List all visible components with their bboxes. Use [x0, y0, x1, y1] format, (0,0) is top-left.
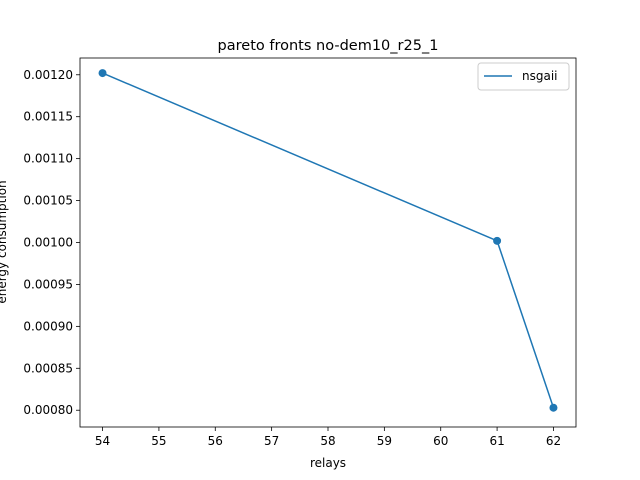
- y-tick-label: 0.00090: [23, 319, 73, 333]
- y-axis-ticks: 0.00080 0.00085 0.00090 0.00095 0.00100 0.001…: [23, 68, 80, 417]
- y-tick-label: 0.00080: [23, 403, 73, 417]
- x-axis-ticks: 54 55 56 57 58 59 60 61 62: [95, 427, 561, 448]
- data-point-nsgaii: [549, 403, 558, 412]
- x-tick-label: 54: [95, 434, 110, 448]
- x-axis-label: relays: [310, 456, 346, 470]
- x-tick-label: 57: [264, 434, 279, 448]
- x-tick-label: 56: [208, 434, 223, 448]
- x-tick-label: 60: [433, 434, 448, 448]
- chart-title: pareto fronts no-dem10_r25_1: [218, 38, 439, 54]
- y-axis-label: energy consumption: [0, 180, 9, 303]
- x-tick-label: 62: [546, 434, 561, 448]
- x-tick-label: 61: [489, 434, 504, 448]
- y-tick-label: 0.00105: [23, 194, 73, 208]
- y-tick-label: 0.00115: [23, 110, 73, 124]
- y-tick-label: 0.00110: [23, 152, 73, 166]
- legend-label-nsgaii: nsgaii: [522, 69, 558, 83]
- legend-box: [477, 62, 570, 91]
- x-tick-label: 59: [377, 434, 392, 448]
- legend: nsgaii: [477, 62, 570, 91]
- y-tick-label: 0.00085: [23, 361, 73, 375]
- x-tick-label: 55: [151, 434, 166, 448]
- x-tick-label: 58: [320, 434, 335, 448]
- y-tick-label: 0.00120: [23, 68, 73, 82]
- y-tick-label: 0.00095: [23, 277, 73, 291]
- y-tick-label: 0.00100: [23, 236, 73, 250]
- data-point-nsgaii: [98, 69, 107, 78]
- data-point-nsgaii: [493, 236, 502, 245]
